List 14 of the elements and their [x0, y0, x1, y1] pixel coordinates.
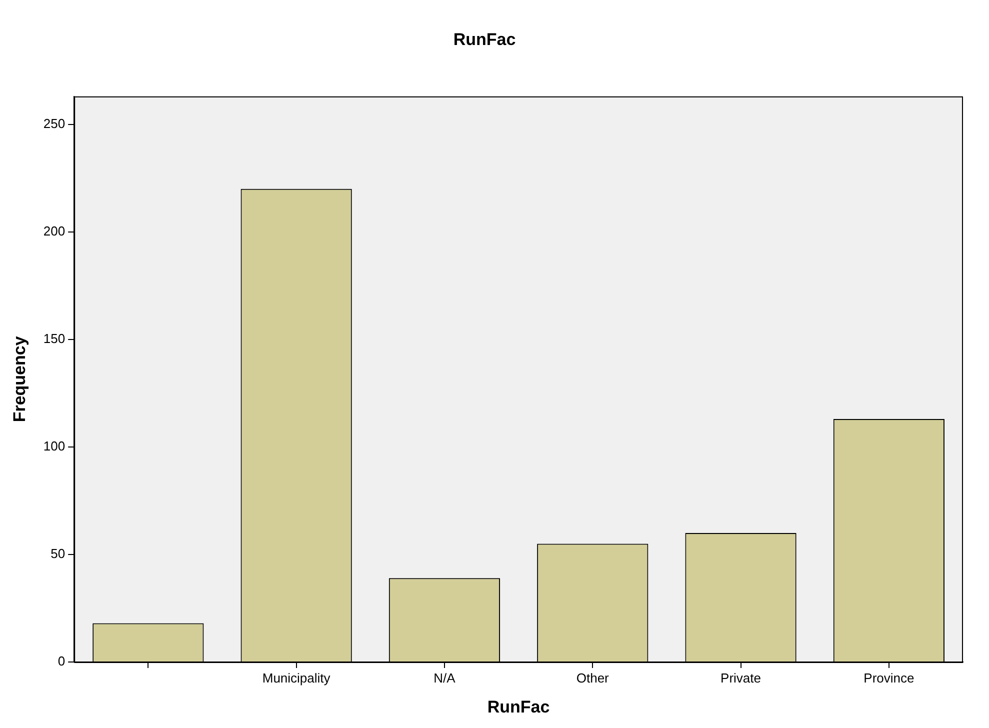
x-tick-label: Private	[720, 670, 762, 686]
y-tick-label: 250	[43, 116, 66, 131]
y-tick-label: 100	[43, 438, 66, 454]
x-axis-title: RunFac	[487, 697, 550, 716]
chart-title: RunFac	[453, 30, 516, 49]
y-tick-label: 200	[43, 223, 66, 238]
y-axis-title: Frequency	[10, 336, 29, 422]
x-tick-label: N/A	[434, 670, 456, 686]
y-tick-label: 150	[43, 330, 66, 346]
x-tick-label: Province	[864, 670, 914, 686]
x-tick-label: Municipality	[262, 670, 331, 686]
x-tick-label: Other	[576, 670, 610, 686]
y-tick-label: 50	[50, 546, 66, 562]
y-tick-label: 0	[58, 654, 66, 669]
